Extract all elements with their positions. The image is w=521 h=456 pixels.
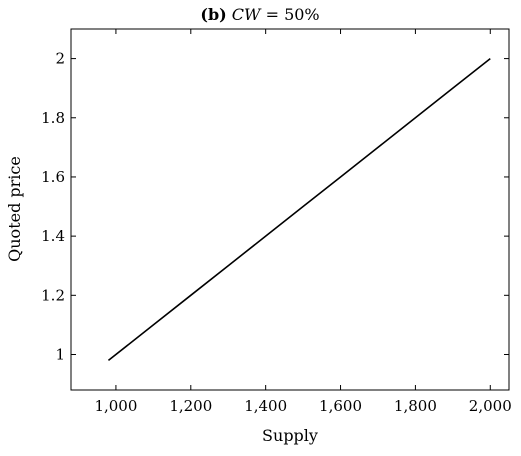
title-rest: = 50% [260, 5, 319, 24]
x-tick-label: 1,400 [244, 397, 287, 415]
y-tick-label: 1.4 [41, 227, 65, 245]
y-tick-label: 1.2 [41, 286, 65, 304]
series-layer [107, 57, 491, 362]
x-tick-label: 1,000 [94, 397, 137, 415]
x-axis-label: Supply [262, 426, 318, 445]
y-axis-label: Quoted price [5, 156, 24, 262]
y-axis-ticks: 1 1.2 1.4 1.6 1.8 2 [41, 50, 509, 363]
y-tick-label: 2 [55, 50, 65, 68]
x-tick-label: 1,200 [169, 397, 212, 415]
plot-area-frame [70, 28, 510, 391]
x-tick-label: 1,600 [319, 397, 362, 415]
x-tick-label: 1,800 [394, 397, 437, 415]
title-prefix: (b) [200, 5, 226, 24]
y-tick-label: 1 [55, 345, 65, 363]
chart-title: (b) CW = 50% [200, 5, 319, 24]
title-variable: CW [232, 5, 262, 24]
y-tick-label: 1.8 [41, 109, 65, 127]
y-tick-label: 1.6 [41, 168, 65, 186]
series-line [107, 57, 491, 362]
x-tick-label: 2,000 [469, 397, 512, 415]
x-axis-ticks: 1,000 1,200 1,400 1,600 1,800 2,000 [94, 29, 512, 415]
